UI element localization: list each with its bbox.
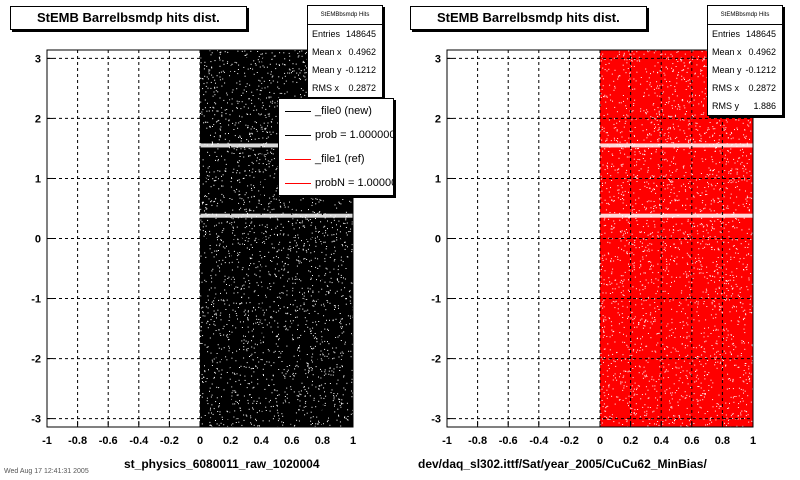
x-tick-label: 0 xyxy=(197,435,203,447)
stats-value: 148645 xyxy=(745,29,776,39)
legend-entry-prob: prob = 1.000000 xyxy=(279,123,393,147)
x-tick-label: -0.6 xyxy=(499,435,518,447)
x-tick-label: 0.8 xyxy=(715,435,730,447)
legend-line-red xyxy=(285,183,311,184)
y-tick-label: 0 xyxy=(35,234,41,246)
right-stats-row-mean-x: Mean x 0.4962 xyxy=(708,43,782,61)
legend-line-red xyxy=(285,159,311,160)
stats-value: 1.886 xyxy=(753,101,776,111)
legend-entry-file0: _file0 (new) xyxy=(279,99,393,123)
stats-value: -0.1212 xyxy=(745,65,776,75)
left-legend: _file0 (new) prob = 1.000000 _file1 (ref… xyxy=(278,98,394,196)
y-tick-label: 1 xyxy=(35,173,41,185)
left-stats-row-rms-x: RMS x 0.2872 xyxy=(308,79,382,97)
gap-band-0 xyxy=(200,143,353,148)
x-tick-label: -0.6 xyxy=(99,435,118,447)
x-tick-label: 0.4 xyxy=(254,435,270,447)
legend-line-black xyxy=(285,111,311,112)
right-stats-row-entries: Entries 148645 xyxy=(708,25,782,43)
legend-label: prob = 1.000000 xyxy=(315,129,394,141)
right-x-axis-title: dev/daq_sl302.ittf/Sat/year_2005/CuCu62_… xyxy=(418,457,707,471)
stats-label: RMS y xyxy=(712,101,739,111)
stats-value: -0.1212 xyxy=(345,65,376,75)
right-stats-row-rms-x: RMS x 0.2872 xyxy=(708,79,782,97)
stats-value: 0.2872 xyxy=(748,83,776,93)
stats-label: Mean y xyxy=(712,65,742,75)
x-tick-label: -1 xyxy=(42,435,52,447)
y-tick-label: 3 xyxy=(35,53,41,65)
legend-label: probN = 1.000000 xyxy=(315,177,393,189)
x-tick-label: 1 xyxy=(750,435,756,447)
y-tick-label: 1 xyxy=(435,173,441,185)
right-histogram-panel: -1 -0.8 -0.6 -0.4 -0.2 0 0.2 0.4 0.6 0.8 1 -3 -2 -1 0 1… xyxy=(400,0,800,480)
x-tick-label: -0.2 xyxy=(560,435,579,447)
y-tick-label: -3 xyxy=(31,414,41,426)
gap-band-0 xyxy=(600,143,753,148)
left-stats-box: StEMBbsmdp Hits Entries 148645 Mean x 0.… xyxy=(307,5,383,98)
left-stats-row-entries: Entries 148645 xyxy=(308,25,382,43)
legend-entry-file1: _file1 (ref) xyxy=(279,147,393,171)
stats-label: Mean x xyxy=(312,47,342,57)
x-tick-label: 0.6 xyxy=(684,435,699,447)
x-tick-label: 0 xyxy=(597,435,603,447)
x-tick-label: 0.2 xyxy=(223,435,238,447)
x-tick-label: -0.8 xyxy=(68,435,87,447)
right-stats-box: StEMBbsmdp Hits Entries 148645 Mean x 0.… xyxy=(707,5,783,116)
y-tick-label: -2 xyxy=(431,354,441,366)
left-stats-title: StEMBbsmdp Hits xyxy=(308,6,382,25)
stats-value: 0.4962 xyxy=(348,47,376,57)
left-x-axis-title: st_physics_6080011_raw_1020004 xyxy=(124,457,320,471)
stats-label: Mean x xyxy=(712,47,742,57)
stats-value: 148645 xyxy=(345,29,376,39)
right-chart-title: StEMB Barrelbsmdp hits dist. xyxy=(410,6,647,30)
x-tick-label: -0.4 xyxy=(529,435,549,447)
y-tick-label: 0 xyxy=(435,234,441,246)
legend-label: _file1 (ref) xyxy=(315,153,365,165)
y-tick-label: -3 xyxy=(431,414,441,426)
x-tick-label: 0.6 xyxy=(284,435,299,447)
y-tick-label: 2 xyxy=(435,113,441,125)
gap-band-1 xyxy=(200,213,353,218)
timestamp-footer: Wed Aug 17 12:41:31 2005 xyxy=(4,468,89,475)
y-tick-label: 2 xyxy=(35,113,41,125)
left-chart-title: StEMB Barrelbsmdp hits dist. xyxy=(10,6,247,30)
gap-band-1 xyxy=(600,213,753,218)
left-stats-row-mean-y: Mean y -0.1212 xyxy=(308,61,382,79)
x-tick-label: -1 xyxy=(442,435,452,447)
stats-value: 0.4962 xyxy=(748,47,776,57)
legend-entry-probn: probN = 1.000000 xyxy=(279,171,393,195)
x-tick-label: 0.2 xyxy=(623,435,638,447)
right-stats-row-rms-y: RMS y 1.886 xyxy=(708,97,782,115)
grid-lines xyxy=(47,50,353,427)
stats-label: Mean y xyxy=(312,65,342,75)
stats-label: Entries xyxy=(712,29,741,39)
y-tick-label: 3 xyxy=(435,53,441,65)
y-tick-label: -2 xyxy=(31,354,41,366)
x-tick-label: 1 xyxy=(350,435,356,447)
legend-line-black xyxy=(285,135,311,136)
stats-label: Entries xyxy=(312,29,341,39)
grid-lines xyxy=(447,50,753,427)
stats-label: RMS x xyxy=(312,83,339,93)
x-tick-label: 0.8 xyxy=(315,435,330,447)
stats-label: RMS x xyxy=(712,83,739,93)
right-stats-row-mean-y: Mean y -0.1212 xyxy=(708,61,782,79)
x-tick-label: -0.2 xyxy=(160,435,179,447)
stats-value: 0.2872 xyxy=(348,83,376,93)
y-tick-label: -1 xyxy=(431,294,441,306)
y-tick-label: -1 xyxy=(31,294,41,306)
right-stats-title: StEMBbsmdp Hits xyxy=(708,6,782,25)
x-tick-label: -0.4 xyxy=(129,435,149,447)
x-tick-label: 0.4 xyxy=(654,435,670,447)
left-histogram-panel: -1 -0.8 -0.6 -0.4 -0.2 0 0.2 0.4 0.6 0.8 1 -3 -2 -1 0 1… xyxy=(10,5,394,471)
left-stats-row-mean-x: Mean x 0.4962 xyxy=(308,43,382,61)
legend-label: _file0 (new) xyxy=(315,105,372,117)
x-tick-label: -0.8 xyxy=(468,435,487,447)
